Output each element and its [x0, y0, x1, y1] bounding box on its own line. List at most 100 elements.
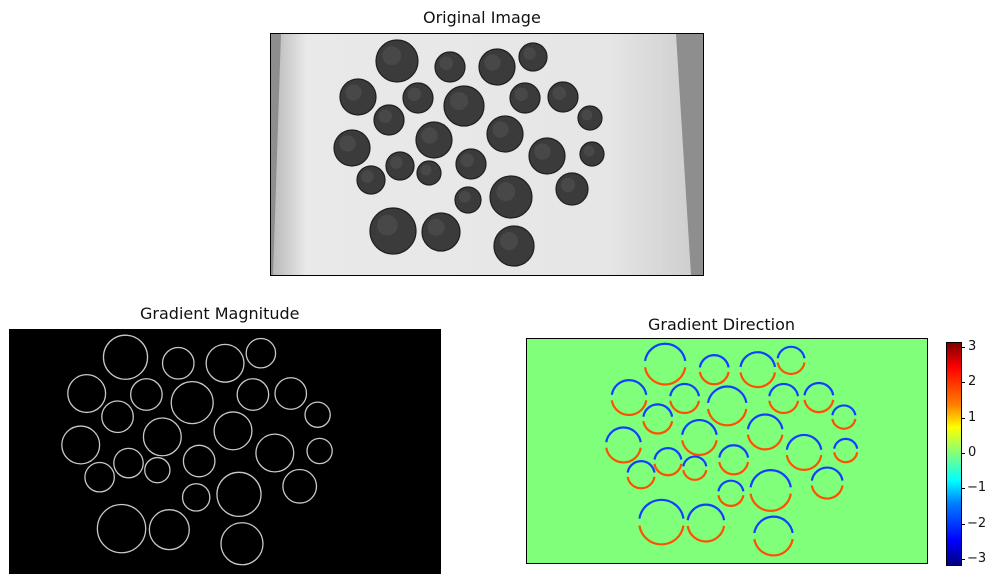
original-image [271, 34, 703, 275]
colorbar-tick-label: −2 [967, 515, 987, 531]
edge-arc-warm [749, 493, 792, 512]
colorbar-tick-mark [961, 417, 965, 419]
colorbar-tick-label: 1 [968, 409, 977, 425]
edge-arc-cool [717, 479, 745, 492]
edge-arc-warm [626, 476, 656, 490]
coin [282, 468, 318, 504]
coin-highlight [523, 47, 536, 60]
edge-arc-cool [669, 382, 701, 397]
edge-arc-cool [686, 503, 726, 521]
colorbar-tick-label: −1 [967, 480, 987, 496]
coin [220, 522, 264, 566]
coin [84, 461, 115, 493]
coin-highlight [439, 56, 453, 70]
gradient-direction-title: Gradient Direction [648, 315, 796, 334]
coin-highlight [458, 190, 471, 203]
coin-highlight [376, 214, 398, 236]
edge-arc-warm [746, 434, 784, 451]
edge-arc-warm [669, 400, 701, 415]
coin [67, 373, 107, 414]
colorbar-tick-mark [961, 523, 965, 525]
coin-highlight [581, 109, 593, 121]
edge-arc-cool [638, 498, 685, 519]
original-image-title: Original Image [423, 8, 541, 27]
edge-arc-warm [718, 461, 750, 476]
edge-arc-warm [642, 420, 674, 435]
coin-highlight [560, 177, 576, 193]
edge-arc-warm [831, 418, 857, 430]
coin-highlight [382, 46, 402, 66]
coin [102, 334, 149, 380]
colorbar-tick-label: 3 [968, 338, 977, 354]
edge-arc-warm [610, 400, 648, 417]
edge-arc-cool [776, 345, 806, 359]
colorbar-tick-label: 0 [968, 445, 977, 460]
coin-highlight [514, 87, 528, 101]
coin [148, 509, 190, 551]
coin-highlight [421, 127, 438, 144]
coin-highlight [361, 170, 374, 183]
edge-arc-warm [768, 400, 800, 415]
colorbar-tick-mark [961, 453, 965, 454]
edge-arc-cool [833, 437, 859, 449]
coin [304, 401, 331, 428]
gradient-magnitude-title: Gradient Magnitude [140, 304, 300, 323]
colorbar-tick-label: 2 [968, 374, 977, 390]
coin [181, 483, 211, 512]
coin [255, 433, 295, 473]
coin-highlight [500, 232, 518, 250]
edge-arc-cool [831, 404, 857, 416]
edge-arc-cool [785, 433, 823, 450]
edge-arc-cool [698, 354, 730, 368]
edge-arc-warm [698, 371, 730, 386]
edge-arc-cool [605, 426, 642, 443]
edge-arc-warm [653, 463, 683, 477]
edge-arc-warm [810, 485, 844, 500]
colorbar-tick-mark [961, 488, 965, 490]
coin [182, 444, 216, 478]
coin-highlight [484, 54, 501, 71]
coin [61, 425, 101, 465]
colorbar-tick-mark [961, 382, 965, 384]
edge-arc-warm [681, 440, 718, 457]
coin [245, 337, 277, 369]
coin-highlight [460, 153, 474, 167]
coin-highlight [496, 182, 516, 202]
original-image-panel [270, 33, 704, 276]
edge-arc-warm [686, 525, 726, 543]
coin [170, 380, 214, 425]
edge-arc-warm [833, 452, 859, 464]
edge-arc-cool [626, 460, 656, 473]
coin [306, 437, 333, 465]
coin-highlight [552, 86, 566, 100]
colorbar-tick-mark [961, 559, 965, 561]
coin [130, 378, 163, 411]
coin [236, 378, 270, 411]
edge-arc-cool [803, 381, 835, 396]
coin [96, 503, 147, 554]
edge-arc-cool [739, 351, 777, 368]
edge-arc-cool [706, 385, 748, 404]
edge-arc-cool [718, 444, 750, 458]
coin-highlight [420, 164, 432, 176]
edge-arc-cool [810, 466, 844, 481]
edge-arc-warm [638, 525, 685, 546]
coin [161, 346, 195, 380]
edge-arc-cool [768, 382, 800, 397]
coin [101, 400, 134, 434]
coin [213, 411, 253, 451]
coin [142, 417, 182, 457]
edge-arc-warm [682, 469, 708, 481]
coin [144, 456, 171, 484]
edge-arc-warm [717, 495, 745, 507]
edge-arc-warm [803, 399, 835, 414]
edge-arc-cool [682, 455, 708, 467]
edge-arc-warm [785, 454, 823, 471]
edge-arc-cool [681, 419, 718, 436]
gradient-direction-panel [526, 338, 928, 564]
coin-highlight [345, 84, 362, 101]
coin-edges [61, 334, 333, 566]
edge-arc-warm [643, 367, 687, 386]
coin-highlight [534, 143, 551, 160]
coin [216, 471, 262, 518]
